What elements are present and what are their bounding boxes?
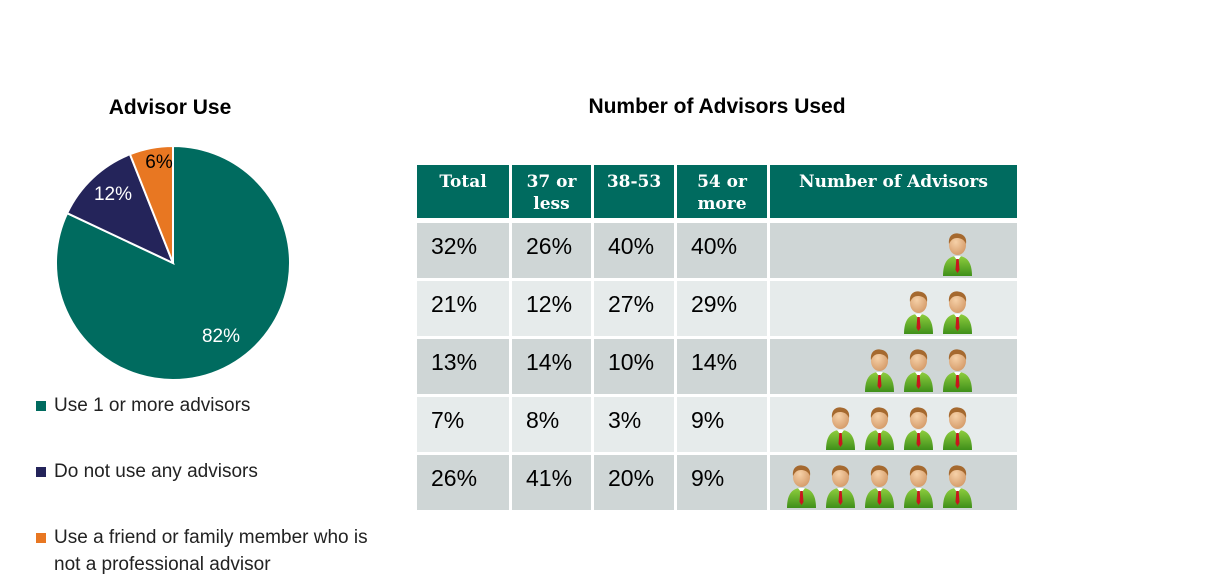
person-advisor-icon: [904, 291, 933, 334]
table-cell: 9%: [677, 455, 770, 513]
pie-slice: [128, 144, 174, 264]
legend-swatch: [36, 401, 46, 411]
person-advisor-icon: [787, 465, 816, 508]
table-row: 32% 26% 40% 40%: [417, 223, 1017, 281]
advisor-icons-cell: [770, 455, 1017, 513]
pie-slice: [65, 152, 175, 265]
advisor-icon-group: [862, 346, 975, 392]
table-cell: 10%: [594, 339, 677, 397]
column-header: 54 or more: [677, 165, 770, 223]
table-cell: 40%: [677, 223, 770, 281]
table-row: 7% 8% 3% 9%: [417, 397, 1017, 455]
person-advisor-icon: [943, 407, 972, 450]
table-cell: 9%: [677, 397, 770, 455]
person-advisor-icon: [826, 465, 855, 508]
advisor-icons-cell: [770, 339, 1017, 397]
person-advisor-icon: [826, 407, 855, 450]
column-header: 37 or less: [512, 165, 594, 223]
pie-chart-title: Advisor Use: [108, 96, 232, 119]
person-advisor-icon: [865, 407, 894, 450]
legend-label: Do not use any advisors: [54, 461, 258, 482]
advisor-icon-group: [901, 288, 975, 334]
legend-label: Use a friend or family member who is not…: [54, 527, 368, 575]
table-cell: 7%: [417, 397, 512, 455]
column-header: Total: [417, 165, 512, 223]
pie-chart: 82% 12% 6%: [55, 144, 291, 381]
table-cell: 40%: [594, 223, 677, 281]
table-row: 21% 12% 27% 29%: [417, 281, 1017, 339]
column-header: 38-53: [594, 165, 677, 223]
advisor-icons-cell: [770, 281, 1017, 339]
table-cell: 13%: [417, 339, 512, 397]
table-cell: 14%: [512, 339, 594, 397]
person-advisor-icon: [865, 349, 894, 392]
table-row: 26% 41% 20% 9%: [417, 455, 1017, 513]
table-cell: 3%: [594, 397, 677, 455]
table-cell: 26%: [417, 455, 512, 513]
person-advisor-icon: [865, 465, 894, 508]
advisor-icon-group: [823, 404, 975, 450]
table-cell: 29%: [677, 281, 770, 339]
person-advisor-icon: [904, 407, 933, 450]
pie-slice-label: 82%: [202, 326, 240, 347]
person-advisor-icon: [943, 349, 972, 392]
person-advisor-icon: [943, 291, 972, 334]
legend-item-friend-family: Use a friend or family member who is not…: [36, 524, 396, 578]
person-advisor-icon: [943, 465, 972, 508]
legend-swatch: [36, 467, 46, 477]
table-cell: 41%: [512, 455, 594, 513]
table-cell: 21%: [417, 281, 512, 339]
table-cell: 32%: [417, 223, 512, 281]
column-header: Number of Advisors: [770, 165, 1017, 223]
person-advisor-icon: [904, 465, 933, 508]
advisor-icon-group: [784, 462, 975, 508]
table-row: 13% 14% 10% 14%: [417, 339, 1017, 397]
pie-slice-label: 12%: [94, 184, 132, 205]
advisor-icons-cell: [770, 223, 1017, 281]
legend-label: Use 1 or more advisors: [54, 395, 251, 416]
legend-swatch: [36, 533, 46, 543]
advisors-table: Total 37 or less 38-53 54 or more Number…: [417, 165, 1017, 513]
table-cell: 20%: [594, 455, 677, 513]
table-header-row: Total 37 or less 38-53 54 or more Number…: [417, 165, 1017, 223]
legend-item-no-advisors: Do not use any advisors: [36, 458, 258, 485]
table-cell: 26%: [512, 223, 594, 281]
legend-item-use-advisors: Use 1 or more advisors: [36, 392, 250, 419]
advisor-icons-cell: [770, 397, 1017, 455]
person-advisor-icon: [943, 233, 972, 276]
table-cell: 27%: [594, 281, 677, 339]
table-title: Number of Advisors Used: [588, 95, 846, 118]
advisor-icon-group: [940, 230, 975, 276]
table-cell: 14%: [677, 339, 770, 397]
table-cell: 12%: [512, 281, 594, 339]
pie-slice-label: 6%: [145, 152, 173, 173]
person-advisor-icon: [904, 349, 933, 392]
table-cell: 8%: [512, 397, 594, 455]
